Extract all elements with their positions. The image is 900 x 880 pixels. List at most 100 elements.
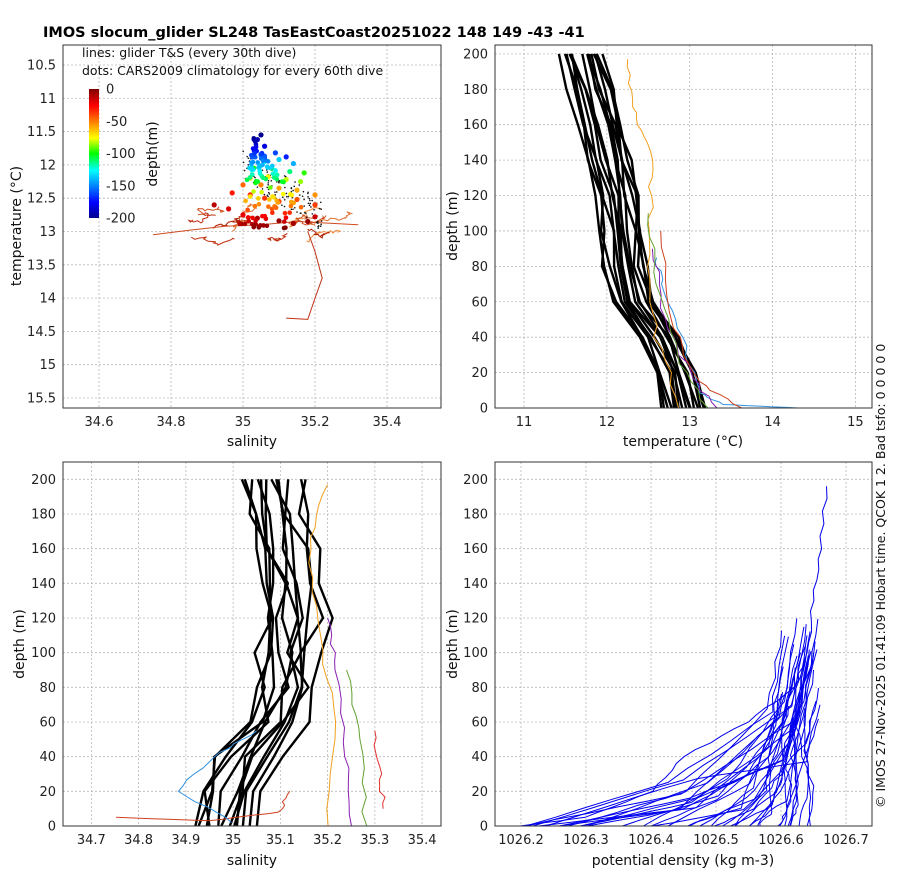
temperature-y-tick-label: 180: [463, 83, 488, 98]
ts-sample-mark: [276, 181, 278, 183]
ts-sample-mark: [274, 194, 277, 196]
density-y-tick-label: 160: [463, 542, 488, 557]
ts-y-tick-label: 10.5: [27, 58, 56, 73]
salinity-axes-frame: [62, 461, 442, 827]
ts-sample-mark: [266, 186, 268, 189]
density-data: [519, 486, 828, 827]
ts-sample-mark: [303, 198, 305, 201]
salinity-y-tick-label: 100: [31, 646, 56, 661]
ts-sample-mark: [290, 208, 293, 211]
ts-sample-mark: [317, 225, 319, 228]
figure-title: IMOS slocum_glider SL248 TasEastCoast202…: [43, 25, 585, 41]
density-profile-line: [710, 636, 789, 827]
ts-sample-mark: [320, 223, 322, 226]
ts-climatology-dot: [258, 132, 264, 138]
ts-climatology-dot: [245, 207, 250, 213]
ts-sample-mark: [307, 192, 309, 195]
ts-climatology-dot: [253, 145, 258, 151]
ts-climatology-dot: [275, 200, 281, 205]
salinity-x-tick-label: 35: [225, 833, 242, 848]
salinity-glider-line: [373, 730, 386, 809]
ts-sample-mark: [308, 197, 311, 200]
density-x-tick-label: 1026.6: [758, 833, 804, 848]
ts-y-tick-label: 14: [39, 292, 56, 307]
density-profile-line: [789, 661, 806, 827]
colorbar-tick-label: 0: [106, 83, 114, 98]
temperature-x-tick-label: 13: [681, 415, 698, 430]
ts-climatology-dot: [290, 160, 296, 167]
salinity-x-tick-label: 35.1: [266, 833, 295, 848]
ts-climatology-dot: [312, 202, 318, 208]
ts-sample-mark: [281, 204, 283, 206]
ts-sample-mark: [285, 195, 288, 198]
density-profile-line: [756, 712, 800, 827]
ts-glider-line: [266, 233, 288, 242]
ts-sample-mark: [261, 169, 264, 172]
ts-sample-mark: [287, 195, 290, 198]
ts-climatology-dot: [256, 201, 262, 207]
ts-sample-mark: [267, 180, 270, 182]
ts-sample-mark: [294, 181, 296, 183]
ts-climatology-dot: [262, 195, 268, 201]
ts-x-tick-label: 34.6: [85, 415, 114, 430]
ts-sample-mark: [292, 208, 294, 211]
salinity-climatology-line: [205, 478, 276, 827]
ts-sample-mark: [261, 188, 264, 190]
density-y-tick-label: 0: [480, 820, 488, 835]
ts-climatology-dot: [272, 150, 278, 156]
ts-y-tick-label: 12.5: [27, 192, 56, 207]
salinity-x-tick-label: 35.3: [360, 833, 389, 848]
ts-climatology-dot: [290, 220, 296, 227]
salinity-x-tick-label: 34.9: [171, 833, 200, 848]
colorbar-label: depth(m): [145, 121, 161, 186]
ts-climatology-dot: [253, 218, 258, 224]
legend-dots-text: dots: CARS2009 climatology for every 60t…: [82, 63, 383, 78]
ts-climatology-dot: [251, 189, 256, 194]
ts-climatology-dot: [229, 190, 235, 196]
ts-sample-mark: [296, 211, 298, 213]
temperature-x-tick-label: 14: [764, 415, 781, 430]
density-y-tick-label: 140: [463, 577, 488, 592]
ts-sample-mark: [283, 205, 286, 208]
ts-sample-mark: [247, 157, 250, 160]
density-profile-line: [532, 626, 805, 827]
ts-sample-mark: [317, 222, 319, 224]
ts-climatology-dot: [240, 212, 246, 218]
temperature-x-ticks: 11 12 13 14 15: [516, 415, 864, 430]
density-y-tick-label: 180: [463, 508, 488, 523]
ts-sample-mark: [298, 184, 301, 186]
density-profile-line: [793, 655, 812, 827]
ts-climatology-dot: [262, 143, 268, 149]
temperature-y-tick-label: 100: [463, 224, 488, 239]
salinity-y-tick-label: 180: [31, 508, 56, 523]
ts-climatology-dot: [246, 218, 251, 224]
ts-sample-mark: [290, 187, 293, 190]
temperature-y-tick-label: 200: [463, 47, 488, 62]
colorbar: [89, 89, 99, 218]
ts-sample-mark: [243, 169, 246, 172]
ts-sample-mark: [270, 179, 273, 182]
ts-climatology-dot: [270, 194, 275, 199]
temperature-climatology-line: [565, 53, 669, 409]
ts-climatology-dot: [298, 178, 304, 185]
ts-sample-mark: [266, 171, 269, 173]
ts-sample-mark: [310, 206, 312, 208]
ts-climatology-dot: [270, 210, 275, 216]
ts-sample-mark: [320, 220, 323, 222]
density-profile-line: [559, 713, 800, 827]
ts-climatology-dot: [244, 177, 250, 183]
density-x-tick-label: 1026.3: [563, 833, 609, 848]
ts-climatology-dot: [288, 199, 294, 205]
ts-climatology-dot: [252, 139, 258, 144]
density-y-tick-label: 120: [463, 612, 488, 627]
ts-sample-mark: [293, 185, 296, 188]
temperature-x-label: temperature (°C): [623, 434, 743, 450]
ts-sample-mark: [285, 192, 288, 195]
ts-sample-mark: [309, 199, 311, 202]
ts-climatology-dot: [260, 213, 265, 219]
ts-glider-line: [296, 214, 327, 226]
ts-y-tick-label: 12: [39, 158, 56, 173]
ts-x-ticks: 34.6 34.8 35 35.2 35.4: [85, 415, 402, 430]
salinity-climatology-line: [248, 479, 325, 827]
